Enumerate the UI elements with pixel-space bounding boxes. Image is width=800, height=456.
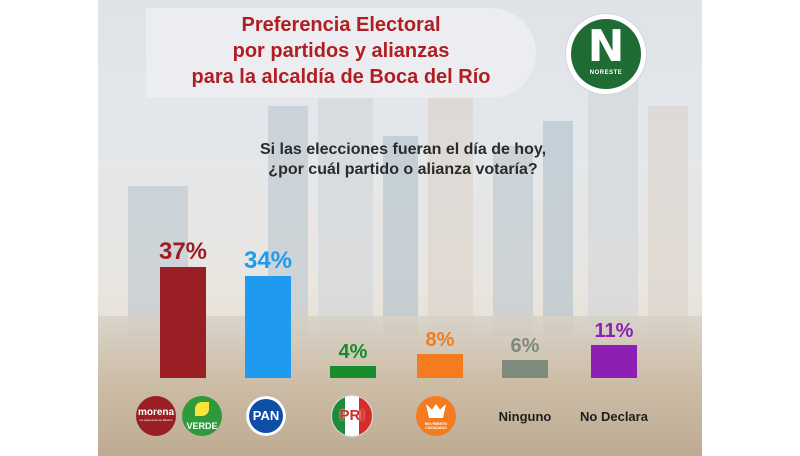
morena-logo: morena La esperanza de México [136,396,176,436]
pan-logo: PAN [246,396,286,436]
morena-logo-tagline: La esperanza de México [139,418,173,422]
chart-panel: Preferencia Electoral por partidos y ali… [98,0,702,456]
background-building [588,66,638,336]
mc-logo: MOVIMIENTO CIUDADANO [416,396,456,436]
chart-title-line-2: por partidos y alianzas [232,40,450,62]
bar-5 [502,360,548,378]
background-building [383,136,418,336]
background-building [318,56,373,336]
background-building [428,91,473,336]
pan-logo-text: PAN [252,408,280,423]
background-building [543,121,573,336]
verde-logo-text: VERDE [186,421,218,431]
toucan-icon [195,402,209,416]
eagle-icon [426,404,446,418]
bar-value-label-4: 8% [426,329,455,351]
title-banner [146,8,536,98]
pri-logo: PRI [332,396,372,436]
chart-title-line-3: para la alcaldía de Boca del Río [191,66,491,88]
chart-title-line-1: Preferencia Electoral [241,14,441,36]
bar-chart: 37% 34% 4% 8% 6% Ninguno 11% No Declara [159,238,649,424]
bar-value-label-5: 6% [511,335,540,357]
pri-logo-text: PRI [339,407,365,424]
bar-6 [591,345,637,378]
mc-logo-text: MOVIMIENTO CIUDADANO [424,422,448,430]
noreste-logo-badge: N NORESTE [571,19,641,89]
background-building [648,106,688,336]
survey-question: Si las elecciones fueran el día de hoy, … [218,140,588,180]
survey-question-line-1: Si las elecciones fueran el día de hoy, [259,141,547,158]
bar-4 [417,354,463,378]
bar-value-label-1: 37% [159,238,207,265]
survey-question-line-2: ¿por cuál partido o alianza votaría? [268,161,538,178]
background-building [493,146,533,336]
bar-2 [245,276,291,378]
noreste-logo-word: NORESTE [589,70,623,76]
noreste-logo: N NORESTE [566,14,646,94]
bar-value-label-3: 4% [339,341,368,363]
morena-logo-text: morena [137,407,175,418]
x-tick-label-5: Ninguno [499,409,552,424]
bar-3 [330,366,376,378]
verde-logo: VERDE [182,396,222,436]
noreste-logo-letter: N [587,21,625,72]
bar-1 [160,267,206,378]
chart-title: Preferencia Electoral por partidos y ali… [146,12,536,90]
x-tick-label-6: No Declara [580,409,649,424]
bar-value-label-2: 34% [244,247,292,274]
bar-value-label-6: 11% [595,320,634,342]
